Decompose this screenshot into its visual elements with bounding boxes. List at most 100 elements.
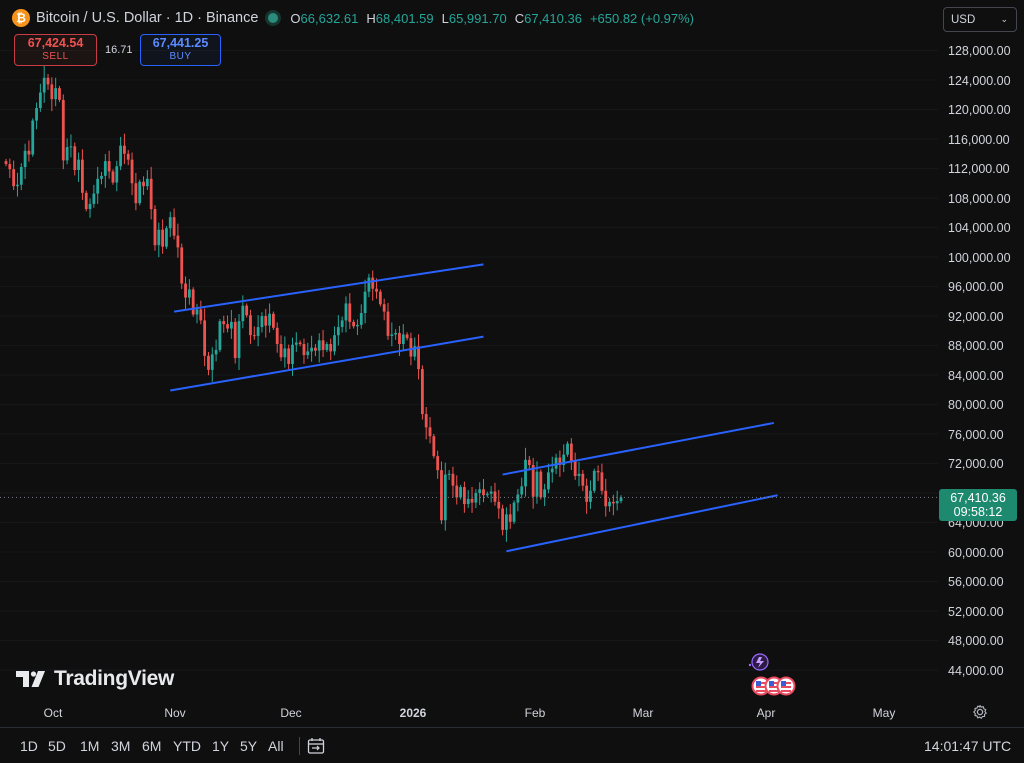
candle-body bbox=[214, 349, 218, 355]
candle bbox=[8, 158, 12, 178]
symbol-title[interactable]: Bitcoin / U.S. Dollar · 1D · Binance bbox=[36, 10, 259, 26]
candle-body bbox=[566, 443, 569, 455]
candle bbox=[478, 482, 482, 505]
candle bbox=[142, 176, 145, 195]
time-axis-label: 2026 bbox=[399, 706, 427, 720]
trendline-upper-channel-2[interactable] bbox=[502, 421, 775, 476]
candle-body bbox=[344, 303, 348, 321]
symbol-legend[interactable]: ₿ Bitcoin / U.S. Dollar · 1D · Binance O… bbox=[12, 8, 694, 28]
compare-icon[interactable] bbox=[306, 736, 326, 756]
utc-clock[interactable]: 14:01:47 UTC bbox=[924, 738, 1012, 754]
ohlc-key: O bbox=[290, 10, 301, 26]
candle bbox=[107, 150, 111, 179]
candle bbox=[367, 273, 371, 298]
range-button-6m[interactable]: 6M bbox=[142, 738, 162, 754]
candle bbox=[222, 315, 226, 333]
trendline-lower-channel-1[interactable] bbox=[170, 335, 484, 392]
candle bbox=[424, 407, 428, 440]
candle bbox=[191, 287, 195, 317]
trendline-lower-channel-2[interactable] bbox=[506, 494, 778, 553]
candle-body bbox=[241, 305, 245, 322]
candle bbox=[482, 478, 485, 503]
currency-select[interactable]: USD ⌄ bbox=[943, 7, 1017, 32]
range-button-1m[interactable]: 1M bbox=[80, 738, 100, 754]
buy-button[interactable]: 67,441.25 BUY bbox=[140, 34, 221, 66]
candle-body bbox=[401, 334, 405, 345]
candle bbox=[585, 478, 589, 514]
candle-body bbox=[611, 501, 615, 504]
candle bbox=[336, 315, 340, 346]
candle bbox=[401, 324, 405, 352]
candle-body bbox=[573, 461, 577, 477]
candle-body bbox=[424, 414, 428, 428]
candle-body bbox=[58, 88, 61, 100]
candle bbox=[589, 480, 592, 509]
range-button-all[interactable]: All bbox=[268, 738, 284, 754]
candle-body bbox=[443, 474, 447, 521]
candle-body bbox=[279, 344, 283, 358]
candle-body bbox=[42, 77, 46, 93]
gear-icon[interactable] bbox=[972, 704, 988, 720]
candle-body bbox=[459, 487, 462, 498]
tradingview-logo[interactable]: TradingView bbox=[16, 667, 174, 691]
candle bbox=[443, 462, 447, 531]
candle bbox=[505, 507, 508, 542]
candle bbox=[314, 343, 317, 357]
candle-body bbox=[524, 459, 527, 487]
candle-body bbox=[340, 320, 344, 328]
candle bbox=[168, 211, 172, 237]
candle-body bbox=[547, 472, 550, 490]
economic-events-icon[interactable] bbox=[746, 652, 798, 698]
candle bbox=[145, 170, 149, 191]
range-button-5d[interactable]: 5D bbox=[48, 738, 66, 754]
ohlc-item: O66,632.61 bbox=[290, 11, 358, 26]
time-axis-label: May bbox=[872, 706, 896, 720]
candle bbox=[237, 314, 241, 370]
candle bbox=[382, 298, 386, 321]
trendline-upper-channel-1[interactable] bbox=[173, 263, 484, 313]
trendlines-layer[interactable] bbox=[170, 263, 778, 553]
candle-body bbox=[222, 321, 226, 325]
candle-body bbox=[390, 334, 394, 336]
ohlc-value: 66,632.61 bbox=[300, 10, 359, 26]
candle bbox=[283, 336, 287, 368]
candle-body bbox=[16, 184, 19, 187]
candle bbox=[562, 444, 566, 473]
candle bbox=[466, 490, 470, 508]
candles-layer bbox=[4, 65, 623, 542]
time-axis-label: Mar bbox=[632, 706, 654, 720]
candle-body bbox=[466, 498, 470, 505]
candle bbox=[153, 205, 157, 251]
price-axis-label: 128,000.00 bbox=[948, 44, 1011, 58]
range-button-ytd[interactable]: YTD bbox=[173, 738, 201, 754]
range-button-1d[interactable]: 1D bbox=[20, 738, 38, 754]
range-button-1y[interactable]: 1Y bbox=[212, 738, 230, 754]
range-button-5y[interactable]: 5Y bbox=[240, 738, 258, 754]
candle-body bbox=[245, 305, 249, 316]
candle-body bbox=[172, 217, 176, 236]
ohlc-key: H bbox=[366, 10, 376, 26]
ohlc-item: C67,410.36 bbox=[515, 11, 582, 26]
candle-body bbox=[272, 313, 275, 328]
candle bbox=[275, 322, 279, 353]
candle bbox=[245, 303, 249, 318]
candle-body bbox=[195, 309, 199, 315]
bitcoin-icon: ₿ bbox=[12, 9, 30, 27]
time-axis-label: Oct bbox=[43, 706, 63, 720]
candle bbox=[470, 486, 474, 513]
range-button-3m[interactable]: 3M bbox=[111, 738, 131, 754]
candle bbox=[608, 498, 611, 512]
candle-body bbox=[81, 159, 84, 193]
price-axis-label: 92,000.00 bbox=[948, 309, 1004, 324]
candle-body bbox=[409, 338, 413, 357]
candle-body bbox=[233, 321, 237, 359]
candle bbox=[592, 468, 596, 493]
sell-button[interactable]: 67,424.54 SELL bbox=[14, 34, 97, 66]
candle-body bbox=[386, 311, 390, 336]
candle-body bbox=[252, 335, 256, 337]
price-axis-label: 60,000.00 bbox=[948, 545, 1004, 560]
candle-body bbox=[336, 327, 340, 336]
candle bbox=[539, 469, 543, 500]
